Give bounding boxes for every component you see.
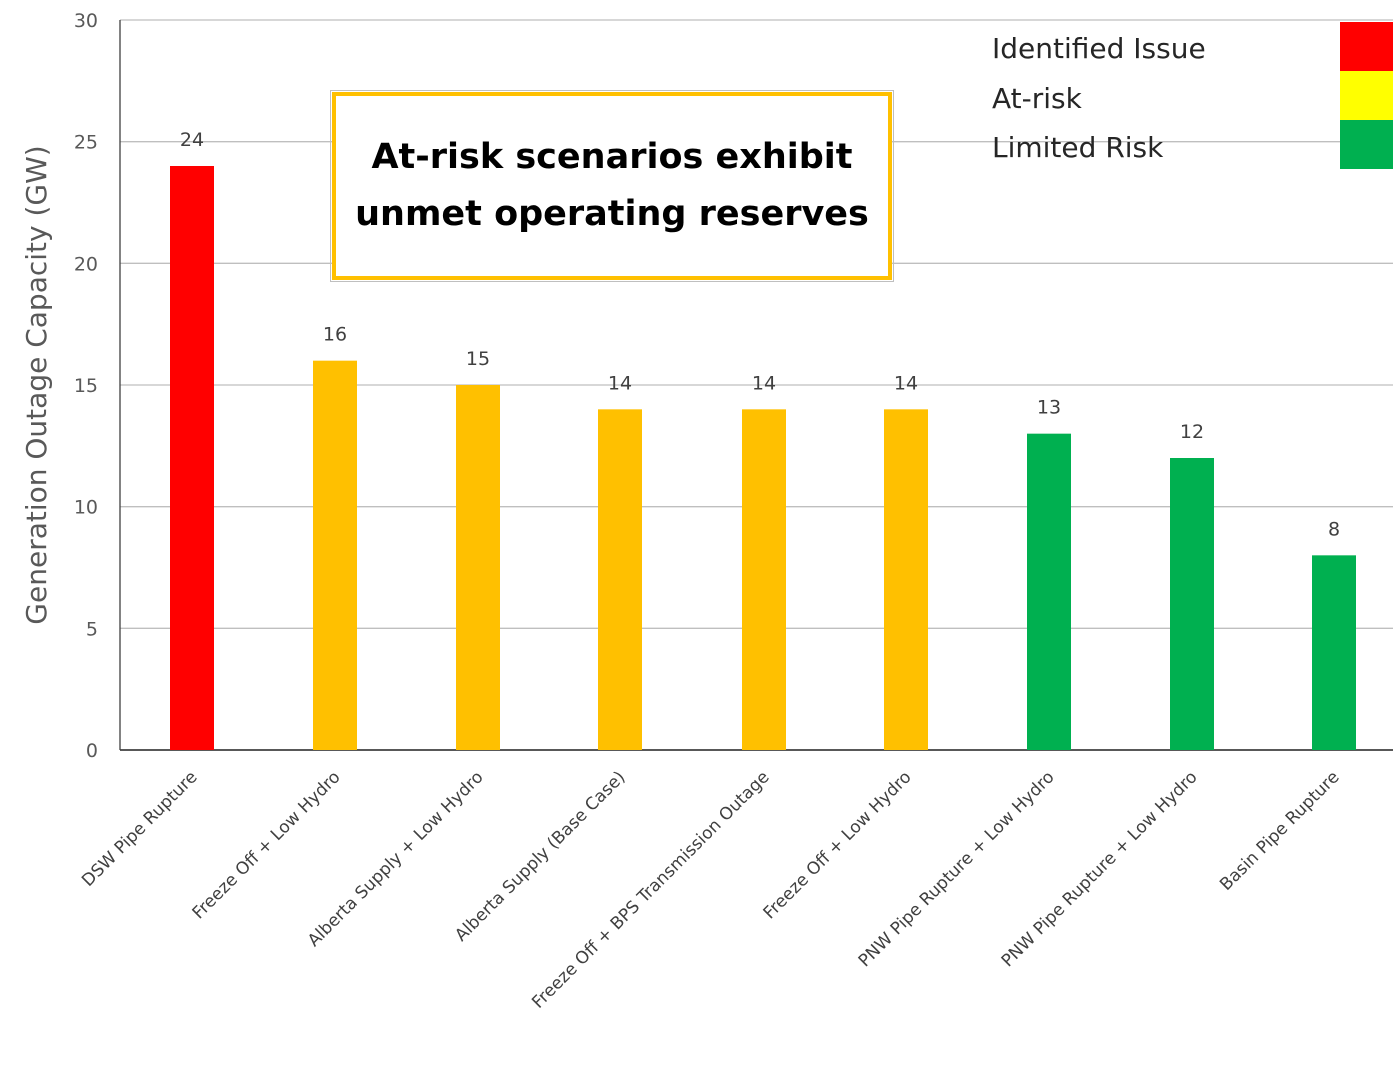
legend-label: Identified Issue [992,32,1206,65]
bar [456,385,500,750]
data-label: 14 [752,372,776,394]
bar [884,409,928,750]
y-tick-label: 0 [86,740,98,762]
x-tick-label: Freeze Off + Low Hydro [189,767,345,923]
y-axis-title: Generation Outage Capacity (GW) [20,145,53,624]
bar [313,360,357,750]
x-tick-label: Alberta Supply (Base Case) [451,767,629,945]
data-label: 13 [1037,397,1061,419]
bar [1312,555,1356,750]
data-label: 8 [1328,518,1340,540]
x-tick-label: Basin Pipe Rupture [1216,767,1343,894]
bar [742,409,786,750]
y-tick-label: 5 [86,618,98,640]
data-label: 14 [608,372,632,394]
bar [170,166,214,750]
annotation-box: At-risk scenarios exhibit unmet operatin… [330,90,894,282]
x-tick-label: Freeze Off + Low Hydro [760,767,916,923]
x-tick-label: Freeze Off + BPS Transmission Outage [528,767,773,1012]
y-tick-label: 20 [74,253,98,275]
bar [598,409,642,750]
data-label: 14 [894,372,918,394]
x-tick-label: DSW Pipe Rupture [78,767,201,890]
annotation-text: At-risk scenarios exhibit unmet operatin… [355,137,869,234]
legend-swatch [1340,120,1393,169]
bar [1170,458,1214,750]
legend-label: Limited Risk [992,131,1164,164]
y-tick-label: 15 [74,375,98,397]
y-tick-label: 30 [74,10,98,32]
data-label: 12 [1180,421,1204,443]
legend-swatch [1340,71,1393,120]
bar [1027,433,1071,750]
data-label: 24 [180,129,204,151]
legend-label: At-risk [992,82,1083,115]
data-label: 15 [466,348,490,370]
y-tick-label: 25 [74,132,98,154]
y-tick-label: 10 [74,497,98,519]
data-label: 16 [323,324,347,346]
legend-swatch [1340,22,1393,71]
